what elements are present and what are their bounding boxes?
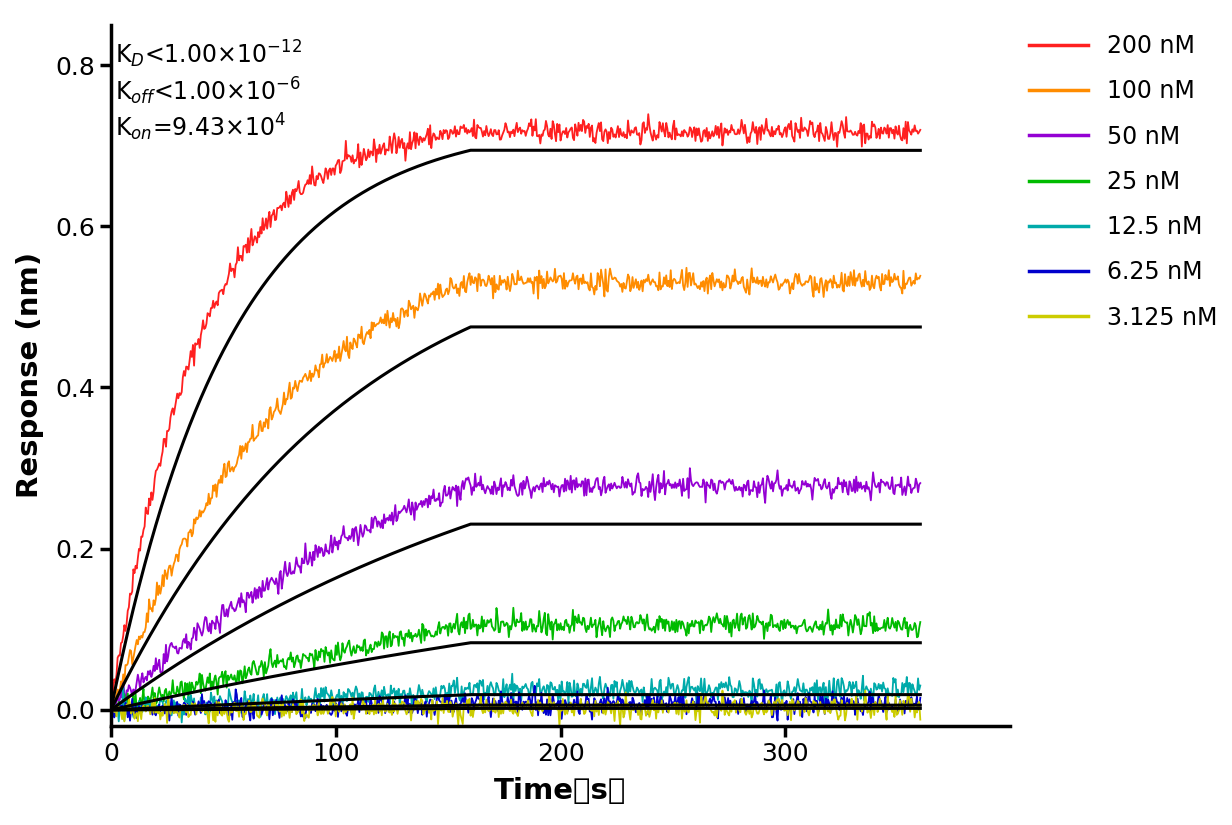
X-axis label: Time（s）: Time（s） xyxy=(494,777,627,805)
Text: K$_D$<1.00×10$^{-12}$
K$_{off}$<1.00×10$^{-6}$
K$_{on}$=9.43×10$^4$: K$_D$<1.00×10$^{-12}$ K$_{off}$<1.00×10$… xyxy=(116,39,302,143)
Y-axis label: Response (nm): Response (nm) xyxy=(16,252,44,498)
Legend: 200 nM, 100 nM, 50 nM, 25 nM, 12.5 nM, 6.25 nM, 3.125 nM: 200 nM, 100 nM, 50 nM, 25 nM, 12.5 nM, 6… xyxy=(1019,25,1226,339)
